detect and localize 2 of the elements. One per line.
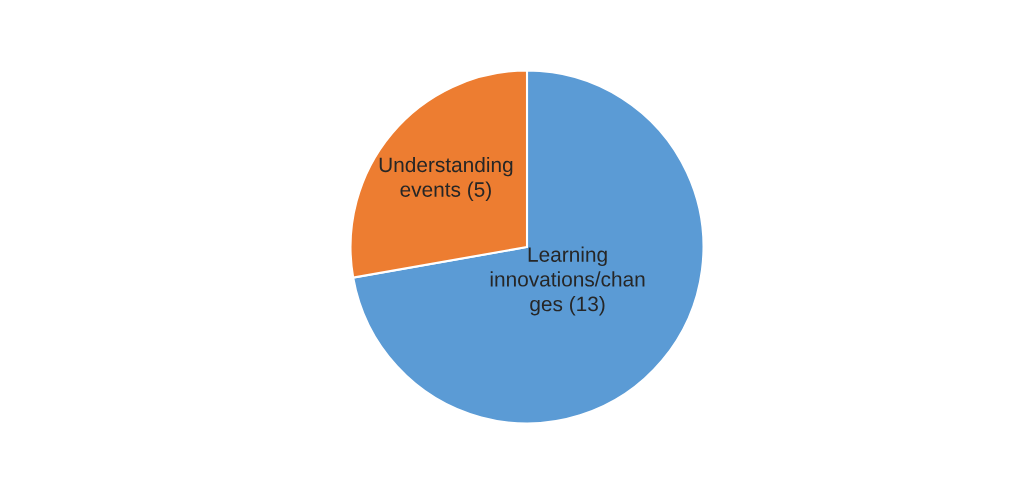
slice-label: Learning innovations/chan ges (13) bbox=[490, 246, 645, 316]
slice-label: Understanding events (5) bbox=[379, 156, 513, 201]
